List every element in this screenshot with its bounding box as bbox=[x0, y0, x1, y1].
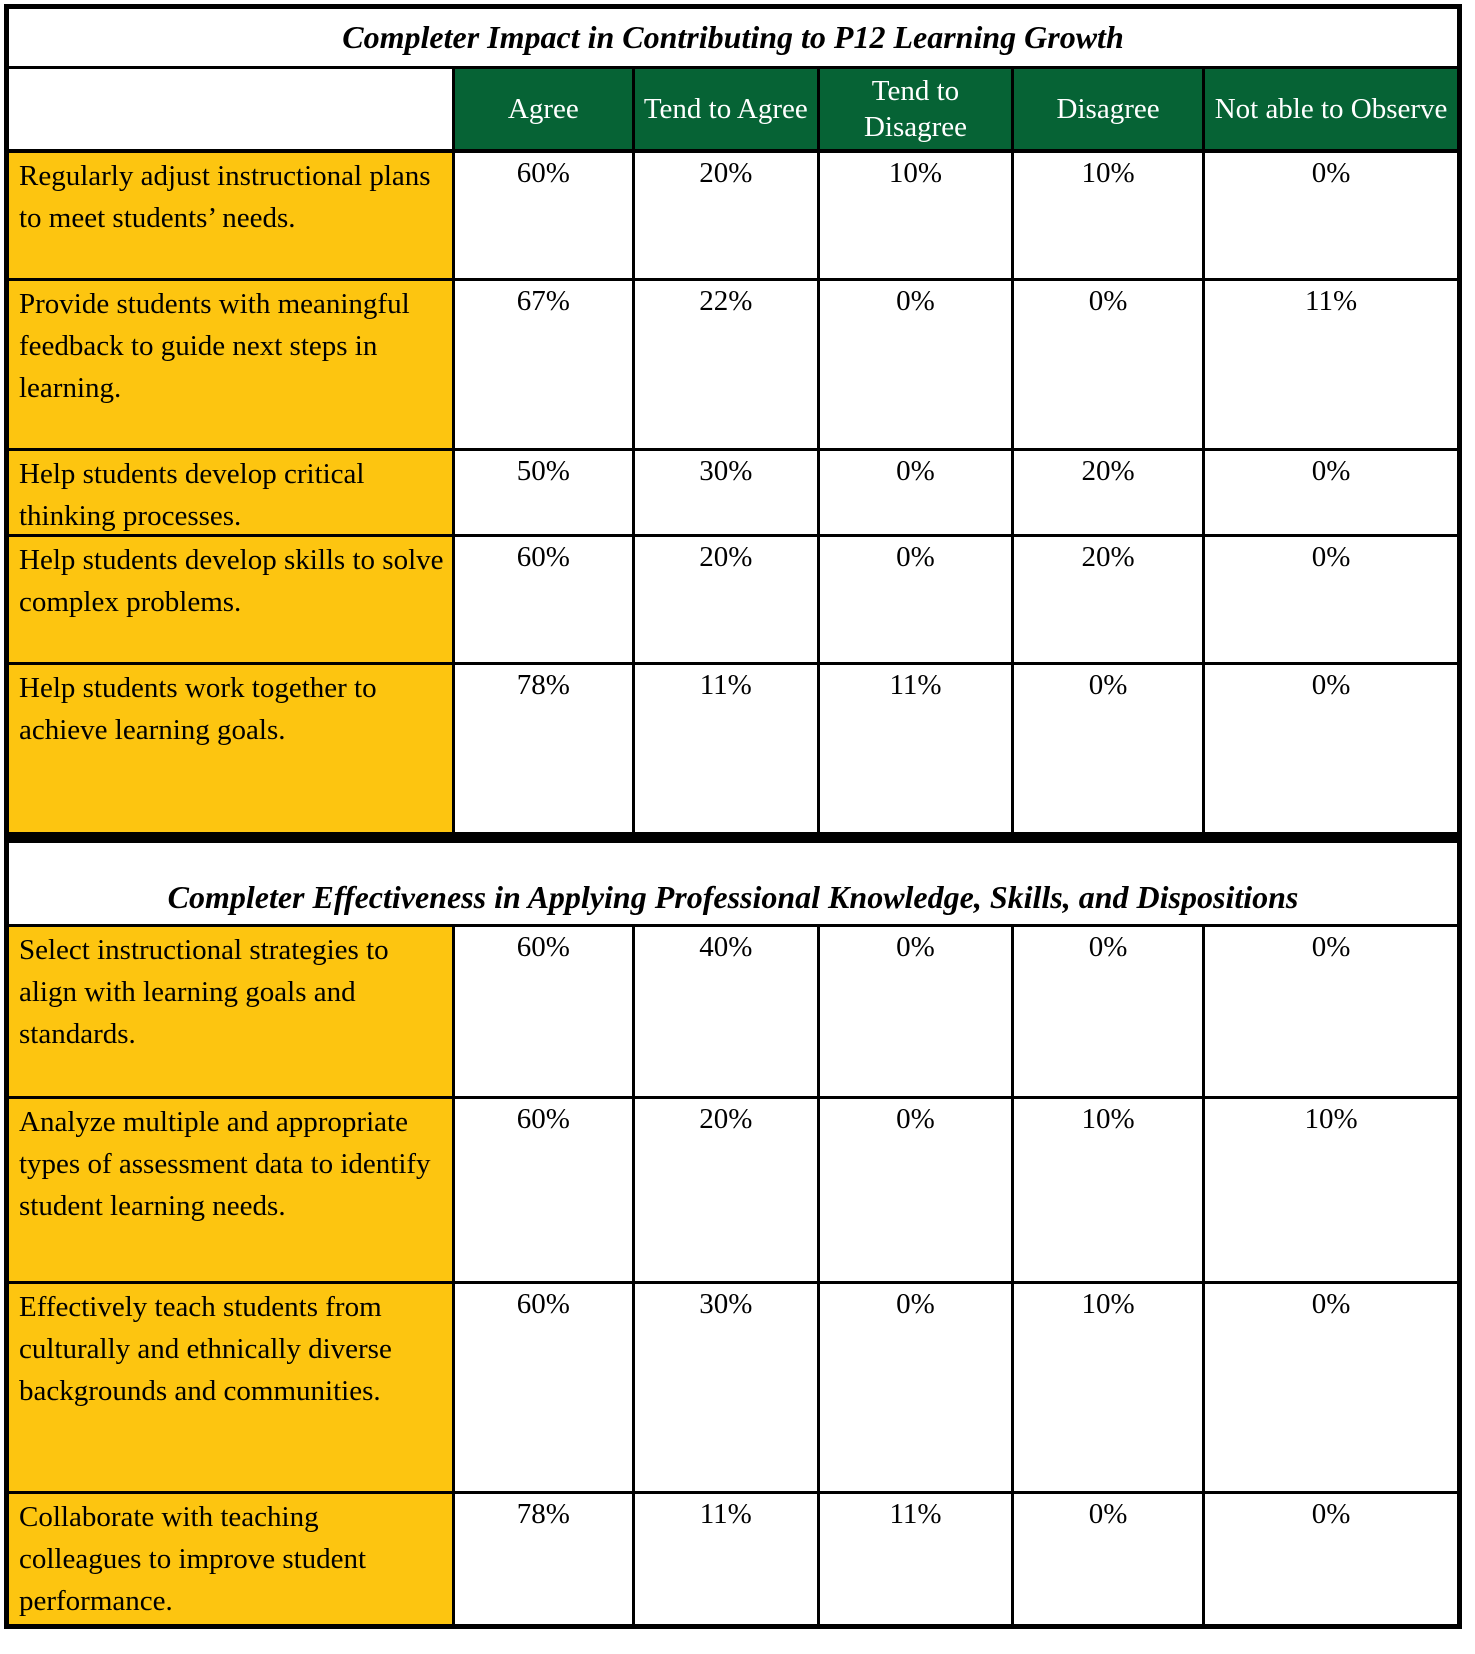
value-tend-to-disagree: 0% bbox=[816, 451, 1011, 534]
value-tend-to-disagree: 11% bbox=[816, 1494, 1011, 1624]
value-tend-to-disagree: 0% bbox=[816, 1099, 1011, 1281]
row-label: Regularly adjust instructional plans to … bbox=[9, 153, 453, 278]
value-not-able-to-observe: 0% bbox=[1202, 1284, 1457, 1491]
value-tend-to-agree: 20% bbox=[631, 537, 817, 662]
value-tend-to-agree: 11% bbox=[631, 1494, 817, 1624]
value-disagree: 10% bbox=[1011, 153, 1203, 278]
value-tend-to-disagree: 0% bbox=[816, 281, 1011, 448]
value-agree: 60% bbox=[452, 1284, 632, 1491]
value-agree: 50% bbox=[452, 451, 632, 534]
table-row: Regularly adjust instructional plans to … bbox=[9, 153, 1457, 281]
value-disagree: 20% bbox=[1011, 537, 1203, 662]
value-not-able-to-observe: 0% bbox=[1202, 451, 1457, 534]
value-disagree: 0% bbox=[1011, 665, 1203, 832]
value-tend-to-agree: 20% bbox=[631, 1099, 817, 1281]
table-row: Collaborate with teaching colleagues to … bbox=[9, 1494, 1457, 1624]
value-not-able-to-observe: 0% bbox=[1202, 1494, 1457, 1624]
row-label: Analyze multiple and appropriate types o… bbox=[9, 1099, 453, 1281]
value-tend-to-disagree: 10% bbox=[816, 153, 1011, 278]
value-tend-to-disagree: 0% bbox=[816, 927, 1011, 1096]
table1-header-row: Agree Tend to Agree Tend to Disagree Dis… bbox=[9, 69, 1457, 153]
value-not-able-to-observe: 0% bbox=[1202, 537, 1457, 662]
table-row: Analyze multiple and appropriate types o… bbox=[9, 1099, 1457, 1284]
table-row: Help students develop critical thinking … bbox=[9, 451, 1457, 537]
header-empty-cell bbox=[9, 69, 453, 149]
value-disagree: 0% bbox=[1011, 1494, 1203, 1624]
value-agree: 78% bbox=[452, 665, 632, 832]
table2-title-row: Completer Effectiveness in Applying Prof… bbox=[9, 843, 1457, 927]
survey-results-table: Completer Impact in Contributing to P12 … bbox=[4, 4, 1462, 1629]
table-row: Help students develop skills to solve co… bbox=[9, 537, 1457, 665]
value-tend-to-disagree: 0% bbox=[816, 537, 1011, 662]
value-agree: 67% bbox=[452, 281, 632, 448]
value-disagree: 0% bbox=[1011, 927, 1203, 1096]
header-not-able-to-observe: Not able to Observe bbox=[1202, 69, 1457, 149]
value-agree: 60% bbox=[452, 927, 632, 1096]
value-not-able-to-observe: 0% bbox=[1202, 153, 1457, 278]
header-tend-to-disagree: Tend to Disagree bbox=[816, 69, 1011, 149]
row-label: Help students develop critical thinking … bbox=[9, 451, 453, 534]
table-row: Effectively teach students from cultural… bbox=[9, 1284, 1457, 1494]
value-disagree: 0% bbox=[1011, 281, 1203, 448]
row-label: Select instructional strategies to align… bbox=[9, 927, 453, 1096]
table1-title-row: Completer Impact in Contributing to P12 … bbox=[9, 9, 1457, 69]
table-divider bbox=[9, 835, 1457, 843]
value-tend-to-agree: 22% bbox=[631, 281, 817, 448]
value-tend-to-agree: 11% bbox=[631, 665, 817, 832]
header-tend-to-agree: Tend to Agree bbox=[631, 69, 817, 149]
row-label: Collaborate with teaching colleagues to … bbox=[9, 1494, 453, 1624]
value-disagree: 10% bbox=[1011, 1284, 1203, 1491]
row-label: Provide students with meaningful feedbac… bbox=[9, 281, 453, 448]
table1-title: Completer Impact in Contributing to P12 … bbox=[342, 19, 1124, 55]
table2-title: Completer Effectiveness in Applying Prof… bbox=[167, 879, 1299, 915]
value-agree: 60% bbox=[452, 153, 632, 278]
value-tend-to-agree: 20% bbox=[631, 153, 817, 278]
value-not-able-to-observe: 11% bbox=[1202, 281, 1457, 448]
value-tend-to-agree: 30% bbox=[631, 451, 817, 534]
table-row: Select instructional strategies to align… bbox=[9, 927, 1457, 1099]
value-disagree: 10% bbox=[1011, 1099, 1203, 1281]
value-agree: 60% bbox=[452, 537, 632, 662]
value-agree: 60% bbox=[452, 1099, 632, 1281]
value-disagree: 20% bbox=[1011, 451, 1203, 534]
row-label: Effectively teach students from cultural… bbox=[9, 1284, 453, 1491]
value-not-able-to-observe: 0% bbox=[1202, 927, 1457, 1096]
value-not-able-to-observe: 10% bbox=[1202, 1099, 1457, 1281]
header-disagree: Disagree bbox=[1011, 69, 1203, 149]
value-tend-to-disagree: 0% bbox=[816, 1284, 1011, 1491]
table-row: Provide students with meaningful feedbac… bbox=[9, 281, 1457, 451]
value-tend-to-disagree: 11% bbox=[816, 665, 1011, 832]
value-not-able-to-observe: 0% bbox=[1202, 665, 1457, 832]
value-tend-to-agree: 40% bbox=[631, 927, 817, 1096]
row-label: Help students develop skills to solve co… bbox=[9, 537, 453, 662]
value-agree: 78% bbox=[452, 1494, 632, 1624]
value-tend-to-agree: 30% bbox=[631, 1284, 817, 1491]
row-label: Help students work together to achieve l… bbox=[9, 665, 453, 832]
header-agree: Agree bbox=[452, 69, 632, 149]
table-row: Help students work together to achieve l… bbox=[9, 665, 1457, 835]
